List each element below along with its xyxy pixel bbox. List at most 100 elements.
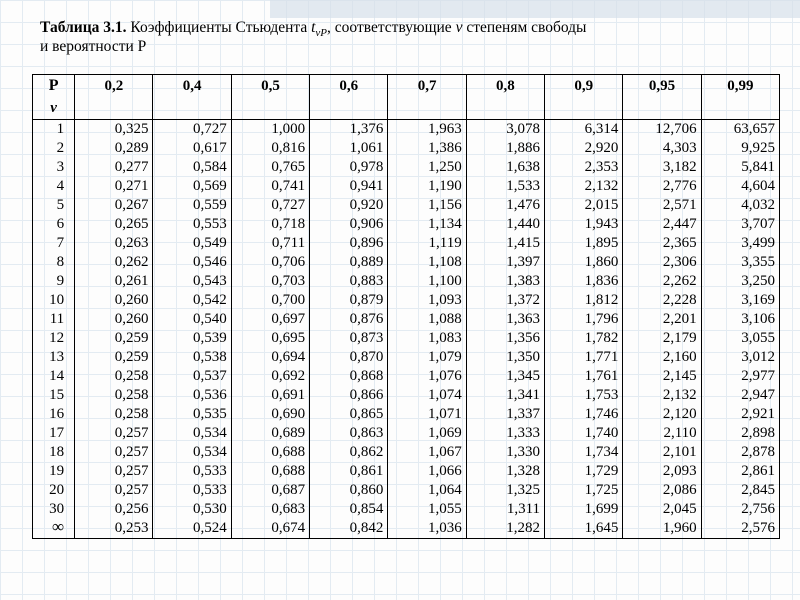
data-cell: 63,657 [701, 120, 779, 140]
data-cell: 0,690 [231, 405, 309, 424]
data-cell: 3,499 [701, 234, 779, 253]
data-cell: 1,812 [545, 291, 623, 310]
data-cell: 1,397 [466, 253, 544, 272]
data-cell: 1,079 [388, 348, 466, 367]
data-cell: 0,711 [231, 234, 309, 253]
data-cell: 2,228 [623, 291, 701, 310]
data-cell: 0,559 [153, 196, 231, 215]
caption-text-c: степеням свободы [462, 19, 586, 36]
data-cell: 0,692 [231, 367, 309, 386]
data-cell: 0,741 [231, 177, 309, 196]
nu-cell: 14 [33, 367, 75, 386]
data-cell: 0,617 [153, 139, 231, 158]
data-cell: 1,190 [388, 177, 466, 196]
data-cell: 0,860 [310, 481, 388, 500]
data-cell: 0,868 [310, 367, 388, 386]
nu-cell: 10 [33, 291, 75, 310]
data-cell: 0,524 [153, 519, 231, 539]
caption-line2-text: и вероятности [40, 38, 138, 55]
data-cell: 0,262 [75, 253, 153, 272]
data-cell: 1,330 [466, 443, 544, 462]
data-cell: 2,977 [701, 367, 779, 386]
data-cell: 1,083 [388, 329, 466, 348]
nu-cell: 16 [33, 405, 75, 424]
data-cell: 1,746 [545, 405, 623, 424]
data-cell: 1,376 [310, 120, 388, 140]
nu-cell: 15 [33, 386, 75, 405]
nu-cell: 9 [33, 272, 75, 291]
header-p-0: 0,2 [75, 75, 153, 98]
nu-cell: 7 [33, 234, 75, 253]
data-cell: 2,110 [623, 424, 701, 443]
data-cell: 2,756 [701, 500, 779, 519]
data-cell: 0,259 [75, 348, 153, 367]
data-cell: 0,257 [75, 424, 153, 443]
data-cell: 0,259 [75, 329, 153, 348]
data-cell: 1,440 [466, 215, 544, 234]
data-cell: 0,537 [153, 367, 231, 386]
data-cell: 0,861 [310, 462, 388, 481]
caption-text-b: , соответствующие [327, 19, 456, 36]
table-row: 130,2590,5380,6940,8701,0791,3501,7712,1… [33, 348, 780, 367]
data-cell: 2,776 [623, 177, 701, 196]
data-cell: 0,533 [153, 462, 231, 481]
data-cell: 0,978 [310, 158, 388, 177]
header-spacer [388, 97, 466, 120]
data-cell: 0,535 [153, 405, 231, 424]
table-row: 110,2600,5400,6970,8761,0881,3631,7962,2… [33, 310, 780, 329]
data-cell: 0,289 [75, 139, 153, 158]
data-cell: 0,265 [75, 215, 153, 234]
data-cell: 1,383 [466, 272, 544, 291]
data-cell: 1,067 [388, 443, 466, 462]
data-cell: 0,689 [231, 424, 309, 443]
nu-cell: 3 [33, 158, 75, 177]
data-cell: 0,257 [75, 443, 153, 462]
table-caption: Таблица 3.1. Коэффициенты Стьюдента tνP,… [40, 18, 790, 41]
nu-cell: 19 [33, 462, 75, 481]
header-p-8: 0,99 [701, 75, 779, 98]
data-cell: 2,201 [623, 310, 701, 329]
data-cell: 0,553 [153, 215, 231, 234]
data-cell: 0,727 [231, 196, 309, 215]
table-row: 190,2570,5330,6880,8611,0661,3281,7292,0… [33, 462, 780, 481]
data-cell: 3,055 [701, 329, 779, 348]
data-cell: 1,356 [466, 329, 544, 348]
data-cell: 1,753 [545, 386, 623, 405]
data-cell: 2,045 [623, 500, 701, 519]
data-cell: 0,700 [231, 291, 309, 310]
data-cell: 0,683 [231, 500, 309, 519]
data-cell: 2,179 [623, 329, 701, 348]
header-spacer [466, 97, 544, 120]
data-cell: 0,873 [310, 329, 388, 348]
data-cell: 0,896 [310, 234, 388, 253]
header-corner-nu: ν [33, 97, 75, 120]
data-cell: 2,447 [623, 215, 701, 234]
data-cell: 2,132 [623, 386, 701, 405]
header-spacer [153, 97, 231, 120]
data-cell: 1,282 [466, 519, 544, 539]
data-cell: 2,947 [701, 386, 779, 405]
data-cell: 1,895 [545, 234, 623, 253]
data-cell: 1,156 [388, 196, 466, 215]
data-cell: 0,765 [231, 158, 309, 177]
data-cell: 1,088 [388, 310, 466, 329]
data-cell: 2,878 [701, 443, 779, 462]
header-p-2: 0,5 [231, 75, 309, 98]
data-cell: 0,530 [153, 500, 231, 519]
data-cell: 1,363 [466, 310, 544, 329]
data-cell: 1,372 [466, 291, 544, 310]
top-overlay [270, 0, 800, 18]
data-cell: 3,182 [623, 158, 701, 177]
data-cell: 0,694 [231, 348, 309, 367]
table-row: 140,2580,5370,6920,8681,0761,3451,7612,1… [33, 367, 780, 386]
nu-cell: 20 [33, 481, 75, 500]
data-cell: 1,771 [545, 348, 623, 367]
data-cell: 2,262 [623, 272, 701, 291]
nu-cell: 12 [33, 329, 75, 348]
data-cell: 2,306 [623, 253, 701, 272]
data-cell: 1,108 [388, 253, 466, 272]
data-cell: 0,870 [310, 348, 388, 367]
data-cell: 0,253 [75, 519, 153, 539]
data-cell: 1,341 [466, 386, 544, 405]
data-cell: 2,101 [623, 443, 701, 462]
